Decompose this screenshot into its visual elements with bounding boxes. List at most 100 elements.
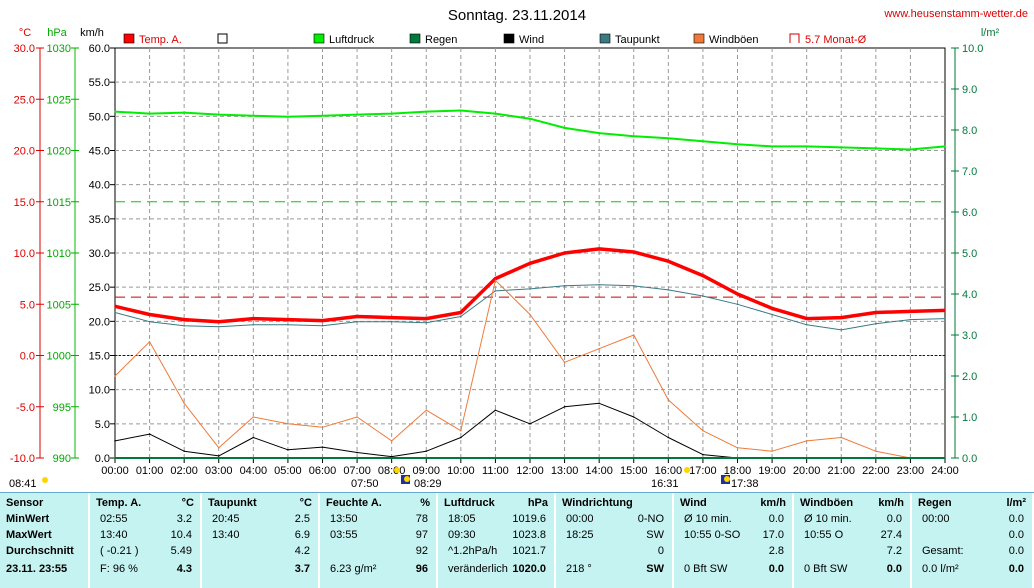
rain-tick-label: 5.0 — [962, 248, 977, 260]
temp-tick-label: 15.0 — [14, 197, 35, 209]
cell-time: 18:05 — [448, 513, 476, 525]
cell-time: 10:55 O — [804, 529, 844, 541]
cell-value: 78 — [415, 513, 428, 525]
rain-tick-label: 2.0 — [962, 371, 977, 383]
data-point — [702, 453, 704, 456]
data-point — [563, 361, 566, 364]
data-point — [321, 426, 324, 429]
rain-tick-label: 4.0 — [962, 289, 977, 301]
cell-time: 0.0 l/m² — [922, 563, 959, 575]
data-point — [632, 135, 635, 137]
data-point — [702, 274, 704, 277]
cell-value: 10.4 — [170, 529, 192, 541]
data-point — [287, 423, 289, 425]
cell-time: 09:30 — [448, 529, 476, 541]
page-title: Sonntag. 23.11.2014 — [447, 7, 587, 24]
rain-tick-label: 1.0 — [962, 412, 977, 424]
data-point — [356, 451, 358, 454]
x-tick-label: 14:00 — [585, 465, 613, 477]
data-point — [875, 311, 877, 314]
data-point — [494, 279, 497, 282]
data-point — [667, 399, 670, 401]
cell-value: 3.7 — [294, 563, 310, 575]
row-label-min: MinWert — [6, 513, 50, 525]
temp-tick-label: 30.0 — [14, 43, 35, 55]
pressure-tick-label: 1015 — [47, 197, 71, 209]
x-tick-label: 06:00 — [309, 465, 337, 477]
cell-time: 20:45 — [212, 513, 240, 525]
data-point — [148, 112, 151, 115]
pressure-tick-label: 1005 — [47, 299, 71, 311]
data-point — [183, 318, 185, 321]
cell-value: 0.0 — [768, 513, 784, 525]
cell-value: 1019.6 — [512, 513, 546, 525]
table-column-3: Luftdruck hPa 18:05 1019.6 09:30 1023.8 ^1.2hP… — [438, 493, 556, 588]
sun-moon-markers — [42, 467, 730, 484]
cell-time: Gesamt: — [922, 545, 964, 557]
x-tick-label: 22:00 — [862, 465, 890, 477]
x-tick-label: 16:00 — [655, 465, 683, 477]
data-point — [875, 450, 877, 452]
data-point — [252, 416, 255, 418]
data-point — [252, 436, 255, 439]
data-point — [632, 416, 635, 418]
data-point — [183, 324, 185, 327]
data-point — [217, 326, 220, 328]
table-column-6: Windböen km/h Ø 10 min. 0.0 10:55 O 27.4 7.2 0 … — [794, 493, 912, 588]
temp-tick-label: 25.0 — [14, 94, 35, 106]
cell-time: 13:40 — [212, 529, 240, 541]
data-point — [805, 317, 808, 320]
data-point — [252, 114, 255, 117]
data-point — [425, 110, 428, 113]
cell-time: 10:55 0-SO — [684, 529, 741, 541]
pressure-tick-label: 1030 — [47, 43, 71, 55]
legend-swatch — [599, 33, 611, 44]
column-unit: hPa — [527, 497, 548, 509]
cell-time: 00:00 — [566, 513, 594, 525]
wind-tick-label: 55.0 — [89, 77, 110, 89]
data-point — [944, 309, 946, 312]
data-point — [321, 446, 324, 448]
wind-tick-label: 25.0 — [89, 282, 110, 294]
column-header: Windrichtung — [562, 497, 633, 509]
x-tick-label: 02:00 — [170, 465, 198, 477]
wind-tick-label: 0.0 — [95, 453, 110, 465]
column-header: Regen — [918, 497, 952, 509]
temp-tick-label: -10.0 — [10, 453, 35, 465]
data-point — [563, 405, 566, 408]
cell-value: 0 — [657, 545, 664, 557]
website-link[interactable]: www.heusenstamm-wetter.de — [884, 8, 1028, 20]
data-point — [529, 262, 531, 265]
cell-time: ( -0.21 ) — [100, 545, 139, 557]
row-labels-column: Sensor MinWert MaxWert Durchschnitt 23.1… — [0, 493, 90, 588]
rain-tick-label: 9.0 — [962, 84, 977, 96]
cell-time: 6.23 g/m² — [330, 563, 377, 575]
cell-time: 0 Bft SW — [684, 563, 728, 575]
data-point — [598, 283, 600, 286]
data-point — [287, 318, 289, 321]
wind-tick-label: 10.0 — [89, 385, 110, 397]
x-tick-label: 04:00 — [240, 465, 268, 477]
data-point — [667, 137, 670, 139]
sunrise-time-left: 08:41 — [9, 478, 37, 490]
cell-time: 02:55 — [100, 513, 128, 525]
sunrise-time: 08:29 — [414, 478, 442, 490]
data-point — [667, 436, 670, 439]
data-point — [460, 109, 462, 112]
data-point — [529, 288, 531, 290]
data-point — [771, 307, 773, 310]
x-tick-label: 21:00 — [827, 465, 855, 477]
x-tick-label: 15:00 — [620, 465, 648, 477]
data-point — [114, 305, 116, 308]
cell-time: 218 ° — [566, 563, 592, 575]
sun-icon — [394, 467, 400, 473]
moonrise-time: 07:50 — [351, 478, 379, 490]
data-point — [632, 334, 635, 336]
cell-time: Ø 10 min. — [804, 513, 852, 525]
grid — [114, 47, 946, 459]
wind-tick-label: 35.0 — [89, 214, 110, 226]
x-tick-label: 07:00 — [343, 465, 371, 477]
x-tick-label: 03:00 — [205, 465, 233, 477]
rain-tick-label: 10.0 — [962, 43, 983, 55]
cell-value: 17.0 — [762, 529, 784, 541]
